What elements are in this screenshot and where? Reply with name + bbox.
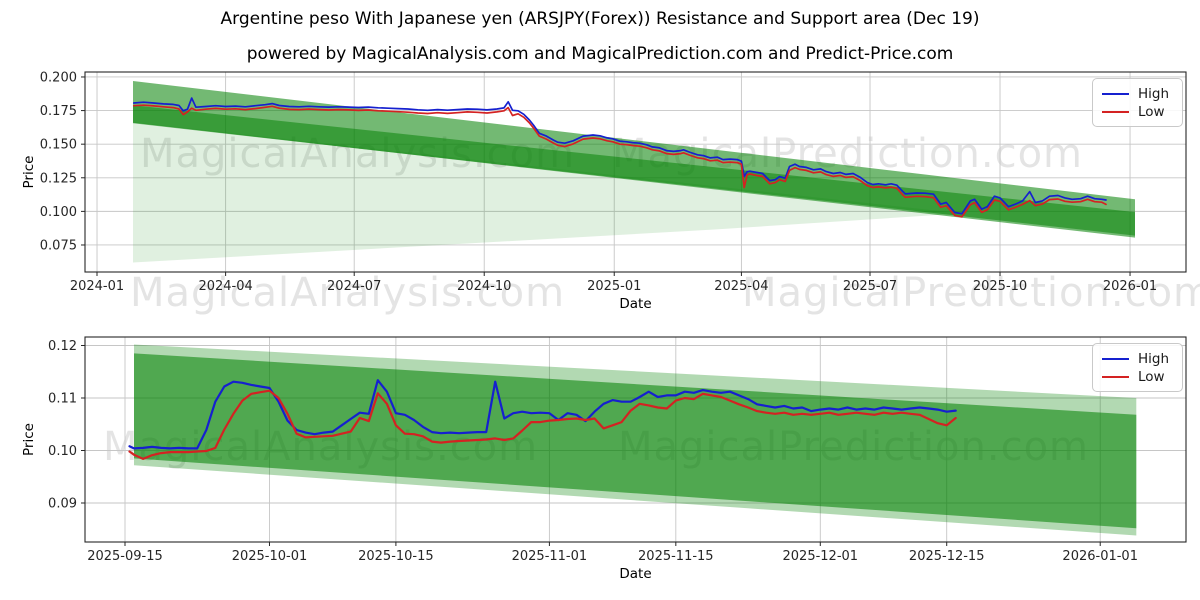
support-fan-area	[133, 122, 962, 263]
plot-frame	[84, 71, 1187, 273]
y-tick-label: 0.150	[40, 138, 77, 153]
low-line-swatch	[1102, 111, 1129, 113]
high-line	[128, 379, 957, 450]
x-tick-label: 2024-01	[70, 279, 124, 294]
legend: High Low	[1092, 78, 1183, 127]
legend-label: High	[1138, 86, 1170, 102]
y-tick-label: 0.125	[40, 171, 77, 186]
y-tick-label: 0.200	[40, 70, 77, 85]
band-inner-dark	[134, 353, 1137, 529]
y-tick-label: 0.10	[48, 444, 77, 459]
figure-subtitle: powered by MagicalAnalysis.com and Magic…	[246, 44, 954, 64]
legend-entry-low: Low	[1102, 103, 1173, 121]
y-tick-label: 0.175	[40, 104, 77, 119]
series-layer	[132, 97, 1107, 218]
x-tick-label: 2025-10-15	[358, 549, 434, 564]
plot-frame	[84, 336, 1187, 543]
y-tick-label: 0.12	[48, 339, 77, 354]
high-line	[132, 97, 1107, 215]
y-tick-label: 0.075	[40, 238, 77, 253]
x-tick-label: 2026-01-01	[1062, 549, 1138, 564]
x-tick-label: 2025-01	[587, 279, 641, 294]
legend: High Low	[1092, 343, 1183, 392]
x-tick-label: 2025-10-01	[232, 549, 308, 564]
x-tick-label: 2026-01	[1103, 279, 1157, 294]
figure-title: Argentine peso With Japanese yen (ARSJPY…	[220, 9, 980, 29]
x-axis-title: Date	[619, 296, 651, 312]
x-tick-label: 2025-10	[973, 279, 1027, 294]
y-tick-label: 0.100	[40, 205, 77, 220]
legend-label: Low	[1138, 369, 1165, 385]
band-layer	[134, 344, 1137, 536]
x-tick-label: 2025-09-15	[87, 549, 163, 564]
band-layer	[133, 81, 1135, 263]
high-line-swatch	[1102, 358, 1129, 360]
legend-label: Low	[1138, 104, 1165, 120]
y-axis-title: Price	[21, 423, 37, 456]
legend-entry-low: Low	[1102, 368, 1173, 386]
x-tick-label: 2025-04	[714, 279, 768, 294]
legend-entry-high: High	[1102, 350, 1173, 368]
recent-detail-chart: 2025-09-15 2025-10-01 2025-10-15 2025-11-01…	[21, 336, 1187, 582]
low-line	[128, 389, 957, 460]
x-tick-label: 2025-12-15	[909, 549, 985, 564]
x-tick-label: 2025-11-01	[512, 549, 588, 564]
x-tick-label: 2024-07	[327, 279, 381, 294]
x-tick-label: 2024-10	[457, 279, 511, 294]
low-line	[132, 104, 1107, 218]
x-tick-label: 2025-11-15	[638, 549, 714, 564]
y-tick-label: 0.09	[48, 496, 77, 511]
x-tick-label: 2024-04	[198, 279, 252, 294]
resistance-band-inner	[133, 105, 1135, 236]
x-tick-label: 2025-12-01	[783, 549, 859, 564]
y-axis-title: Price	[21, 156, 37, 189]
legend-label: High	[1138, 351, 1170, 367]
legend-entry-high: High	[1102, 85, 1173, 103]
main-history-chart: 2024-01 2024-04 2024-07 2024-10 2025-01 2025-…	[21, 70, 1187, 312]
y-tick-label: 0.11	[48, 392, 77, 407]
low-line-swatch	[1102, 376, 1129, 378]
watermark-text: MagicalPrediction.com	[742, 270, 1200, 316]
high-line-swatch	[1102, 93, 1129, 95]
x-axis-title: Date	[619, 566, 651, 582]
x-tick-label: 2025-07	[843, 279, 897, 294]
watermark-text: MagicalAnalysis.com	[130, 270, 566, 316]
series-layer	[128, 379, 957, 460]
